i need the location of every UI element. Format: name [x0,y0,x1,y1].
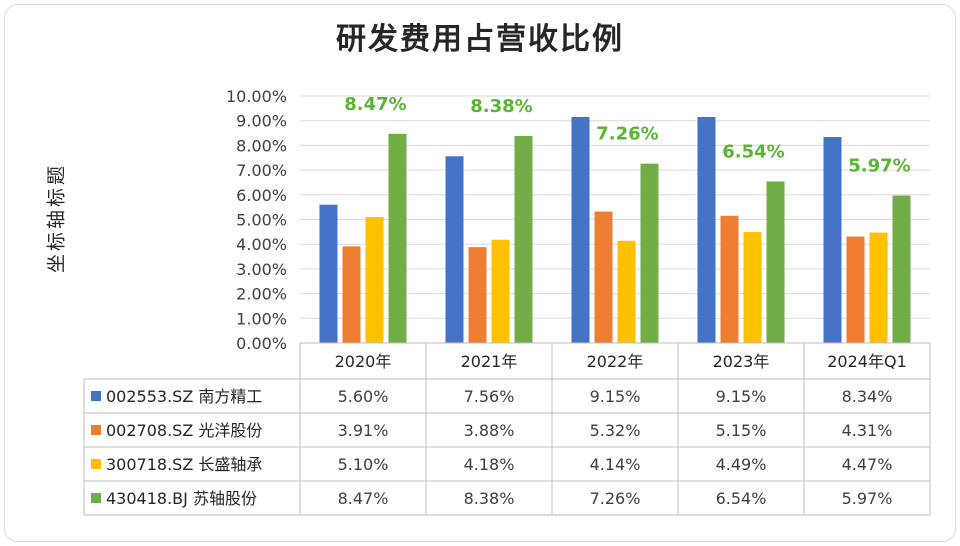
bar [869,232,888,343]
legend-swatch [91,493,101,503]
legend-label: 002553.SZ 南方精工 [106,387,262,406]
bar [365,217,384,343]
table-cell: 4.47% [842,455,893,474]
y-tick-label: 6.00% [236,186,287,205]
bar [571,116,590,344]
legend-swatch [91,459,101,469]
y-tick-label: 2.00% [236,285,287,304]
table-cell: 4.49% [716,455,767,474]
bar [445,156,464,343]
data-label: 7.26% [596,124,658,145]
table-cell: 8.47% [338,489,389,508]
table-cell: 5.32% [590,421,641,440]
legend-swatch [91,391,101,401]
x-tick-label: 2024年Q1 [827,352,907,371]
table-cell: 3.88% [464,421,515,440]
y-tick-label: 7.00% [236,161,287,180]
x-tick-label: 2020年 [335,352,392,371]
legend-swatch [91,425,101,435]
x-tick-label: 2021年 [461,352,518,371]
table-cell: 4.31% [842,421,893,440]
bar [388,133,407,343]
x-tick-label: 2022年 [587,352,644,371]
table-cell: 5.10% [338,455,389,474]
bar [319,204,338,343]
x-tick-label: 2023年 [713,352,770,371]
data-label: 8.38% [470,96,532,117]
data-label: 5.97% [848,156,910,177]
bar [594,211,613,343]
y-tick-label: 9.00% [236,112,287,131]
y-tick-label: 0.00% [236,334,287,353]
table-cell: 5.97% [842,489,893,508]
y-tick-label: 4.00% [236,235,287,254]
bar [743,232,762,343]
bar [514,136,533,343]
table-cell: 7.56% [464,387,515,406]
bar [617,240,636,343]
table-cell: 3.91% [338,421,389,440]
bar [342,246,361,343]
y-tick-label: 3.00% [236,260,287,279]
bar [892,195,911,343]
legend-label: 430418.BJ 苏轴股份 [106,489,257,508]
y-tick-label: 1.00% [236,309,287,328]
legend-label: 002708.SZ 光洋股份 [106,421,262,440]
data-label: 6.54% [722,141,784,162]
table-cell: 8.38% [464,489,515,508]
legend-label: 300718.SZ 长盛轴承 [106,455,262,474]
bar [491,239,510,343]
bar [697,116,716,344]
table-cell: 4.14% [590,455,641,474]
chart-title: 研发费用占营收比例 [336,22,624,57]
bar [766,181,785,343]
table-cell: 4.18% [464,455,515,474]
table-cell: 8.34% [842,387,893,406]
table-cell: 5.60% [338,387,389,406]
y-tick-label: 8.00% [236,136,287,155]
bar [720,215,739,343]
data-label: 8.47% [344,94,406,115]
table-cell: 7.26% [590,489,641,508]
y-tick-label: 5.00% [236,211,287,230]
bar [640,163,659,343]
table-cell: 9.15% [590,387,641,406]
table-cell: 6.54% [716,489,767,508]
table-cell: 5.15% [716,421,767,440]
table-cell: 9.15% [716,387,767,406]
bar [846,236,865,343]
y-tick-label: 10.00% [226,87,287,106]
bar [823,137,842,343]
bar [468,247,487,343]
